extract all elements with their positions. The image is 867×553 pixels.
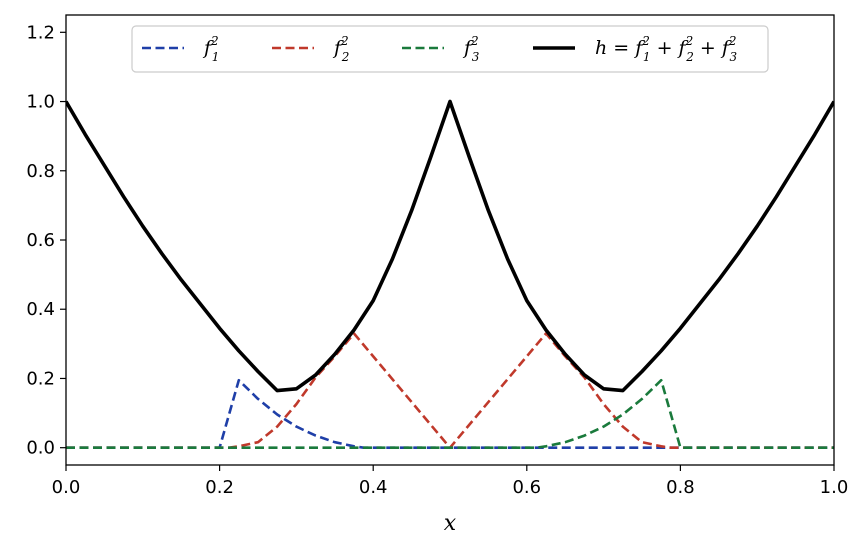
y-axis: 0.0 0.2 0.4 0.6 0.8 1.0 1.2 — [26, 22, 66, 459]
y-tick-label: 0.6 — [26, 230, 55, 251]
series-layer — [66, 99, 834, 449]
y-tick-label: 0.0 — [26, 438, 55, 459]
x-tick-label: 0.8 — [666, 477, 695, 498]
legend: f21​ f22​ f23​ h = f21​ + f22​ + f23​ — [131, 25, 769, 73]
y-tick-label: 0.8 — [26, 161, 55, 182]
x-tick-label: 0.0 — [52, 477, 81, 498]
x-tick-label: 0.6 — [512, 477, 541, 498]
series-line-f2 — [66, 332, 834, 449]
legend-label: f22​ — [332, 34, 349, 64]
x-tick-label: 0.2 — [205, 477, 234, 498]
legend-label: f21​ — [202, 34, 219, 64]
legend-label: f23​ — [462, 34, 480, 64]
y-tick-label: 1.2 — [26, 22, 55, 43]
legend-label: h = f21​ + f22​ + f23​ — [595, 34, 738, 64]
series-line-f1 — [66, 378, 834, 449]
x-axis-label: x — [444, 511, 457, 536]
x-axis: 0.0 0.2 0.4 0.6 0.8 1.0 — [52, 465, 849, 498]
x-tick-label: 0.4 — [359, 477, 388, 498]
y-tick-label: 1.0 — [26, 92, 55, 113]
x-tick-label: 1.0 — [820, 477, 849, 498]
y-tick-label: 0.2 — [26, 368, 55, 389]
series-line-h — [66, 99, 834, 393]
legend-box — [131, 25, 769, 73]
plot-frame — [65, 14, 835, 466]
series-line-f3 — [66, 378, 834, 449]
y-tick-label: 0.4 — [26, 299, 55, 320]
